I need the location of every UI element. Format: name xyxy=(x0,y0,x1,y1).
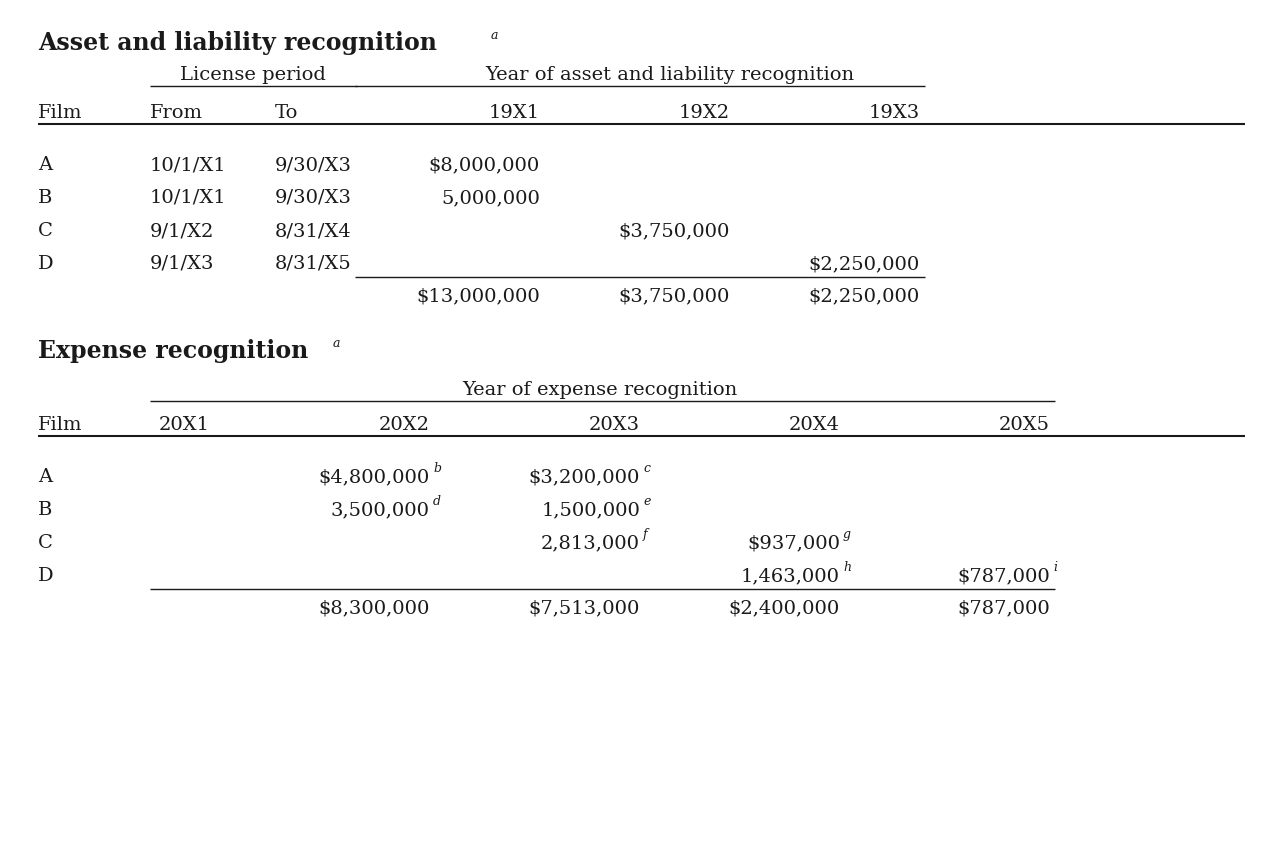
Text: Year of asset and liability recognition: Year of asset and liability recognition xyxy=(485,66,855,84)
Text: C: C xyxy=(38,534,52,552)
Text: f: f xyxy=(643,528,648,541)
Text: A: A xyxy=(38,156,52,174)
Text: 9/30/X3: 9/30/X3 xyxy=(275,156,352,174)
Text: $2,250,000: $2,250,000 xyxy=(809,255,920,273)
Text: D: D xyxy=(38,255,54,273)
Text: Film: Film xyxy=(38,416,82,434)
Text: $937,000: $937,000 xyxy=(748,534,840,552)
Text: a: a xyxy=(492,29,498,42)
Text: $4,800,000: $4,800,000 xyxy=(319,468,430,486)
Text: $787,000: $787,000 xyxy=(957,599,1050,617)
Text: 9/30/X3: 9/30/X3 xyxy=(275,189,352,207)
Text: 9/1/X3: 9/1/X3 xyxy=(150,255,215,273)
Text: 10/1/X1: 10/1/X1 xyxy=(150,189,227,207)
Text: $3,200,000: $3,200,000 xyxy=(529,468,640,486)
Text: 8/31/X4: 8/31/X4 xyxy=(275,222,352,240)
Text: 20X1: 20X1 xyxy=(159,416,210,434)
Text: 1,463,000: 1,463,000 xyxy=(741,567,840,585)
Text: D: D xyxy=(38,567,54,585)
Text: 20X3: 20X3 xyxy=(589,416,640,434)
Text: e: e xyxy=(643,495,650,508)
Text: $787,000: $787,000 xyxy=(957,567,1050,585)
Text: To: To xyxy=(275,104,298,122)
Text: 20X2: 20X2 xyxy=(379,416,430,434)
Text: 19X3: 19X3 xyxy=(869,104,920,122)
Text: 8/31/X5: 8/31/X5 xyxy=(275,255,352,273)
Text: $7,513,000: $7,513,000 xyxy=(529,599,640,617)
Text: A: A xyxy=(38,468,52,486)
Text: $2,400,000: $2,400,000 xyxy=(728,599,840,617)
Text: h: h xyxy=(844,561,851,574)
Text: Year of expense recognition: Year of expense recognition xyxy=(462,381,737,399)
Text: 20X4: 20X4 xyxy=(788,416,840,434)
Text: B: B xyxy=(38,189,52,207)
Text: c: c xyxy=(643,462,650,475)
Text: d: d xyxy=(433,495,442,508)
Text: 5,000,000: 5,000,000 xyxy=(442,189,540,207)
Text: 20X5: 20X5 xyxy=(998,416,1050,434)
Text: 19X1: 19X1 xyxy=(489,104,540,122)
Text: $3,750,000: $3,750,000 xyxy=(618,287,730,305)
Text: 3,500,000: 3,500,000 xyxy=(332,501,430,519)
Text: B: B xyxy=(38,501,52,519)
Text: 1,500,000: 1,500,000 xyxy=(541,501,640,519)
Text: $8,000,000: $8,000,000 xyxy=(429,156,540,174)
Text: $8,300,000: $8,300,000 xyxy=(319,599,430,617)
Text: From: From xyxy=(150,104,204,122)
Text: C: C xyxy=(38,222,52,240)
Text: a: a xyxy=(333,337,340,350)
Text: 19X2: 19X2 xyxy=(678,104,730,122)
Text: $3,750,000: $3,750,000 xyxy=(618,222,730,240)
Text: i: i xyxy=(1053,561,1057,574)
Text: 9/1/X2: 9/1/X2 xyxy=(150,222,214,240)
Text: Expense recognition: Expense recognition xyxy=(38,339,308,363)
Text: b: b xyxy=(433,462,442,475)
Text: g: g xyxy=(844,528,851,541)
Text: Film: Film xyxy=(38,104,82,122)
Text: $13,000,000: $13,000,000 xyxy=(416,287,540,305)
Text: 10/1/X1: 10/1/X1 xyxy=(150,156,227,174)
Text: 2,813,000: 2,813,000 xyxy=(541,534,640,552)
Text: License period: License period xyxy=(179,66,325,84)
Text: $2,250,000: $2,250,000 xyxy=(809,287,920,305)
Text: Asset and liability recognition: Asset and liability recognition xyxy=(38,31,436,55)
